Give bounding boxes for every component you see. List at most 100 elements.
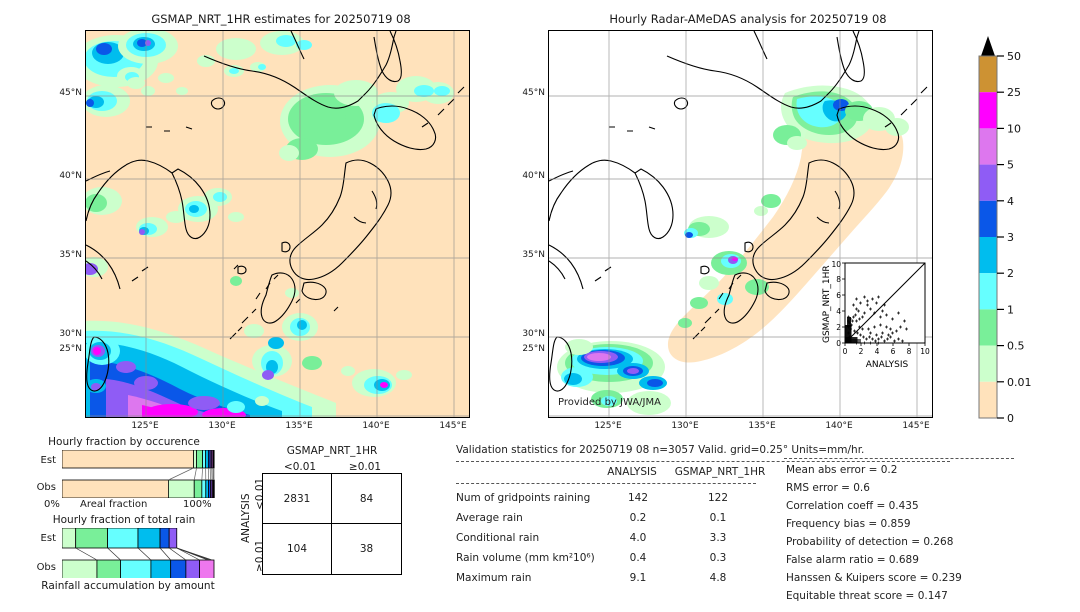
validation-header: Validation statistics for 20250719 08 n=…: [456, 444, 865, 456]
occurrence-axis-left: 0%: [44, 499, 60, 510]
amount-chart-title: Hourly fraction of total rain: [52, 514, 196, 526]
score-item: Hanssen & Kuipers score = 0.239: [786, 572, 962, 584]
validation-row: Rain volume (mm km²10⁶) 0.4 0.3: [456, 548, 776, 568]
right-lat-tick-35n: 35°N: [522, 250, 545, 260]
right-panel-title: Hourly Radar-AMeDAS analysis for 2025071…: [609, 12, 887, 26]
right-lon-tick-140e: 140°E: [825, 421, 853, 431]
contingency-cell-00: 2831: [263, 474, 332, 524]
validation-row-analysis: 4.0: [629, 532, 647, 544]
amount-leader-5: [176, 547, 200, 561]
occurrence-obs-segment-4: [205, 479, 209, 498]
validation-row: Conditional rain 4.0 3.3: [456, 528, 776, 548]
validation-row-analysis: 142: [627, 492, 649, 504]
amount-est-segment-5: [168, 528, 178, 549]
left-lon-tick-125e: 125°E: [131, 421, 159, 431]
left-lat-tick-30n: 30°N: [59, 329, 82, 339]
occurrence-obs-segment-1: [168, 479, 195, 498]
validation-col-header-gsmap: GSMAP_NRT_1HR: [674, 466, 766, 478]
validation-rows: Num of gridpoints raining 142 122 Averag…: [456, 488, 776, 588]
contingency-col-label-2: ≥0.01: [348, 461, 382, 473]
colorbar-label-10: 0: [1007, 412, 1014, 425]
scores-list: Mean abs error = 0.2 RMS error = 0.6 Cor…: [786, 461, 1076, 605]
left-lat-tick-35n: 35°N: [59, 250, 82, 260]
colorbar-segment-5: [979, 237, 997, 274]
occurrence-obs-segment-2: [193, 479, 203, 498]
svg-text:10: 10: [831, 260, 841, 269]
occurrence-axis-center: Areal fraction: [80, 499, 148, 510]
contingency-table: 2831 84 104 38: [262, 473, 402, 575]
amount-est-segment-4: [159, 528, 170, 549]
svg-text:6: 6: [836, 291, 841, 300]
left-lat-tick-40n: 40°N: [59, 171, 82, 181]
colorbar: 50 25 10 5 4 3 2 1 0.5 0.01 0: [968, 28, 1078, 428]
contingency-cell-00-value: 2831: [283, 492, 311, 505]
contingency-cell-10-value: 104: [286, 543, 308, 555]
right-lon-tick-135e: 135°E: [748, 421, 776, 431]
validation-row-gsmap: 0.1: [709, 512, 727, 524]
validation-row-analysis: 0.4: [629, 552, 647, 564]
contingency-col-label-1: <0.01: [283, 461, 317, 473]
validation-row-label: Average rain: [456, 512, 523, 524]
occurrence-obs-segment-0: [62, 479, 169, 498]
amount-row-label-est: Est: [40, 533, 56, 544]
score-item: False alarm ratio = 0.689: [786, 554, 919, 566]
occurrence-leader-1: [193, 467, 197, 481]
amount-obs-segment-4: [170, 559, 187, 578]
left-lon-tick-135e: 135°E: [285, 421, 313, 431]
contingency-cell-01: 84: [332, 474, 401, 524]
svg-text:0: 0: [843, 347, 848, 356]
amount-leader-0: [75, 547, 98, 561]
amount-obs-segment-6: [199, 559, 215, 578]
colorbar-label-5: 3: [1007, 231, 1014, 244]
amount-bars: [62, 528, 220, 578]
occurrence-chart-title: Hourly fraction by occurence: [48, 436, 200, 448]
occurrence-est-segment-3: [202, 450, 207, 469]
occurrence-bars-svg: [62, 450, 215, 498]
occurrence-est-segment-2: [196, 450, 204, 469]
colorbar-label-7: 1: [1007, 303, 1014, 316]
validation-row-gsmap: 122: [707, 492, 729, 504]
occurrence-leader-0: [168, 467, 194, 481]
colorbar-label-6: 2: [1007, 267, 1014, 280]
contingency-col-header: GSMAP_NRT_1HR: [286, 445, 378, 457]
colorbar-label-3: 5: [1007, 159, 1014, 172]
radar-amedas-map: Provided by JWA/JMA 0 2 4 6 8 10 0 2 4 6…: [548, 30, 933, 418]
colorbar-svg: 50 25 10 5 4 3 2 1 0.5 0.01 0: [978, 36, 1032, 425]
gsmap-estimates-map: [85, 30, 470, 418]
amount-leader-4: [168, 547, 187, 561]
left-lat-tick-25n-b: 25°N: [59, 344, 82, 354]
validation-row-analysis: 9.1: [629, 572, 647, 584]
map-credit: Provided by JWA/JMA: [558, 397, 661, 408]
left-lon-tick-130e: 130°E: [208, 421, 236, 431]
contingency-cell-10: 104: [263, 524, 332, 574]
colorbar-label-2: 10: [1007, 122, 1021, 135]
svg-text:10: 10: [920, 347, 930, 356]
colorbar-segment-9: [979, 381, 997, 418]
validation-row-gsmap: 4.8: [709, 572, 727, 584]
svg-text:6: 6: [891, 347, 896, 356]
amount-obs-segment-3: [150, 559, 172, 578]
svg-text:4: 4: [836, 307, 841, 316]
validation-row-label: Num of gridpoints raining: [456, 492, 591, 504]
svg-text:4: 4: [875, 347, 880, 356]
amount-obs-segment-2: [120, 559, 152, 578]
validation-col-header-analysis: ANALYSIS: [607, 466, 657, 478]
amount-obs-segment-0: [62, 559, 98, 578]
right-lon-tick-125e: 125°E: [594, 421, 622, 431]
right-lat-tick-25n: 25°N: [522, 344, 545, 354]
colorbar-label-4: 4: [1007, 195, 1014, 208]
right-lat-tick-30n: 30°N: [522, 329, 545, 339]
occurrence-est-segment-0: [62, 450, 194, 469]
scatter-xlabel: ANALYSIS: [866, 360, 909, 370]
amount-chart-caption: Rainfall accumulation by amount: [41, 580, 215, 592]
validation-row-analysis: 0.2: [629, 512, 647, 524]
amount-est-segment-1: [75, 528, 109, 549]
occurrence-axis-right: 100%: [183, 499, 212, 510]
score-item: Correlation coeff = 0.435: [786, 500, 919, 512]
validation-divider-top: [456, 461, 950, 462]
colorbar-arrow: [981, 36, 995, 56]
contingency-cell-11-value: 38: [359, 543, 374, 555]
amount-est-segment-2: [107, 528, 139, 549]
validation-row-gsmap: 0.3: [709, 552, 727, 564]
svg-text:0: 0: [836, 339, 841, 348]
